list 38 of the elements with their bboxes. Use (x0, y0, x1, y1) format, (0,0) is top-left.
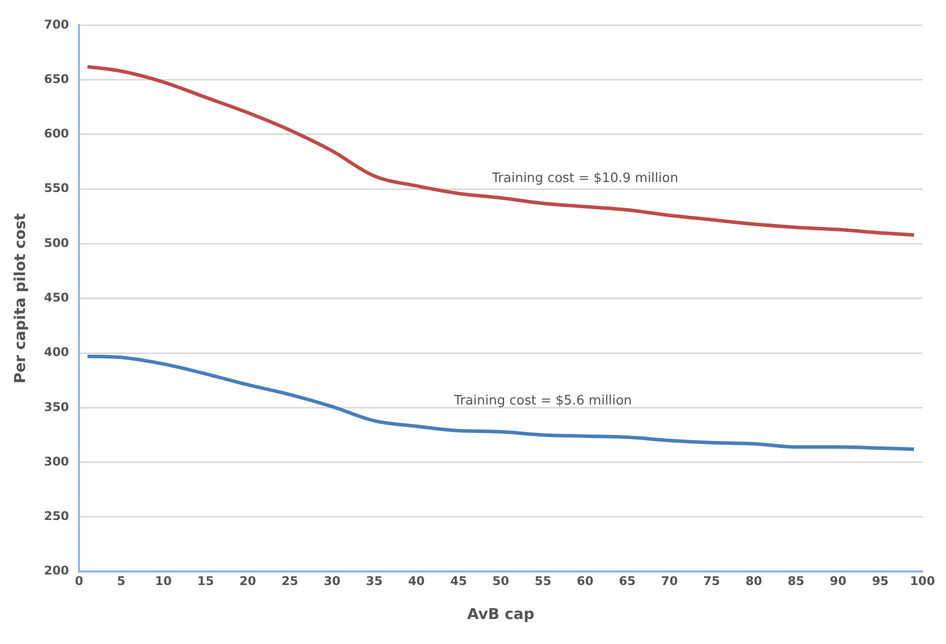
x-tick-label: 70 (661, 574, 678, 588)
y-axis-title: Per capita pilot cost (10, 213, 29, 384)
x-tick-label: 35 (366, 574, 383, 588)
x-tick-label: 55 (534, 574, 552, 588)
y-tick-label: 500 (44, 236, 70, 250)
x-tick-label: 60 (576, 574, 594, 588)
x-axis-title: AvB cap (467, 604, 535, 623)
x-tick-label: 25 (282, 574, 298, 588)
y-tick-label: 400 (44, 345, 70, 360)
x-tick-label: 0 (74, 574, 84, 588)
y-tick-label: 200 (44, 564, 70, 578)
x-tick-label: 95 (872, 574, 889, 588)
x-tick-label: 85 (788, 574, 804, 588)
x-tick-label: 40 (408, 574, 425, 588)
x-tick-label: 45 (450, 574, 467, 588)
line-series (86, 64, 916, 237)
x-tick-label: 5 (117, 574, 126, 588)
x-tick-label: 50 (492, 574, 510, 588)
y-tick-label: 650 (44, 72, 70, 86)
x-tick-label: 75 (703, 574, 720, 588)
line-series (86, 354, 916, 451)
x-tick-label: 20 (239, 574, 256, 588)
x-tick-label: 90 (830, 574, 846, 588)
x-tick-label: 10 (155, 574, 172, 588)
x-tick-label: 80 (745, 574, 762, 588)
y-tick-label: 700 (44, 17, 70, 32)
x-tick-label: 100 (910, 574, 936, 588)
x-tick-label: 30 (324, 574, 340, 588)
y-tick-label: 600 (44, 126, 70, 141)
y-tick-label: 550 (44, 181, 70, 196)
x-tick-label: 15 (197, 574, 214, 588)
annotation: Training cost = $5.6 million (452, 393, 632, 408)
y-tick-label: 300 (44, 454, 70, 468)
annotation: Training cost = $10.9 million (490, 170, 678, 186)
y-tick-label: 350 (44, 400, 70, 414)
y-tick-label: 450 (44, 290, 70, 305)
y-tick-label: 250 (44, 509, 70, 524)
x-tick-label: 65 (618, 574, 636, 588)
